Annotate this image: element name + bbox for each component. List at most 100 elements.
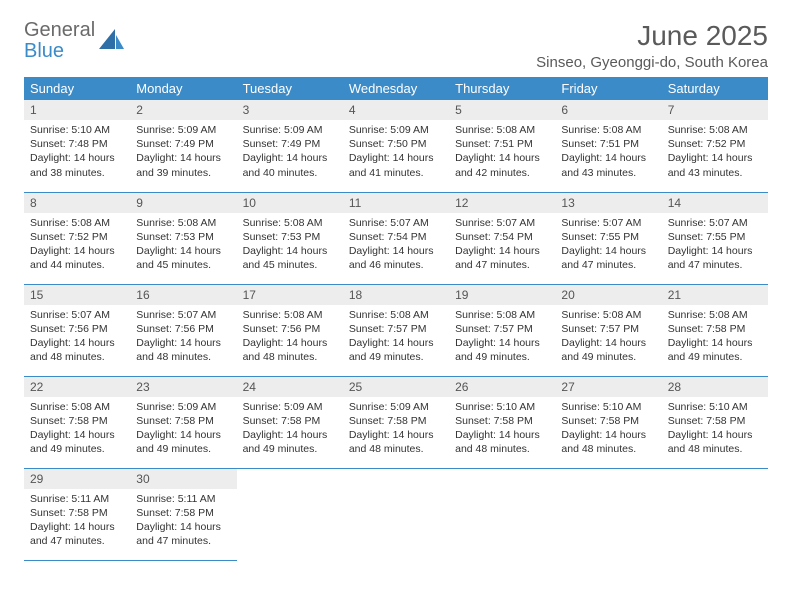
logo-sail-icon (99, 29, 125, 51)
daylight-line: Daylight: 14 hours and 49 minutes. (30, 428, 124, 456)
day-details: Sunrise: 5:08 AMSunset: 7:52 PMDaylight:… (662, 120, 768, 186)
sunrise-line: Sunrise: 5:08 AM (668, 308, 762, 322)
sunset-line: Sunset: 7:58 PM (243, 414, 337, 428)
day-number: 15 (24, 285, 130, 305)
daylight-line: Daylight: 14 hours and 48 minutes. (455, 428, 549, 456)
sunrise-line: Sunrise: 5:08 AM (243, 216, 337, 230)
day-number: 16 (130, 285, 236, 305)
calendar-cell: 17Sunrise: 5:08 AMSunset: 7:56 PMDayligh… (237, 284, 343, 376)
day-details: Sunrise: 5:08 AMSunset: 7:57 PMDaylight:… (555, 305, 661, 371)
weekday-header: Thursday (449, 77, 555, 100)
daylight-line: Daylight: 14 hours and 45 minutes. (243, 244, 337, 272)
sunrise-line: Sunrise: 5:10 AM (561, 400, 655, 414)
weekday-header: Saturday (662, 77, 768, 100)
sunset-line: Sunset: 7:54 PM (455, 230, 549, 244)
sunset-line: Sunset: 7:52 PM (30, 230, 124, 244)
calendar-row: 22Sunrise: 5:08 AMSunset: 7:58 PMDayligh… (24, 376, 768, 468)
calendar-cell: 3Sunrise: 5:09 AMSunset: 7:49 PMDaylight… (237, 100, 343, 192)
day-number: 25 (343, 377, 449, 397)
day-number: 2 (130, 100, 236, 120)
daylight-line: Daylight: 14 hours and 47 minutes. (455, 244, 549, 272)
day-details: Sunrise: 5:09 AMSunset: 7:49 PMDaylight:… (237, 120, 343, 186)
sunset-line: Sunset: 7:48 PM (30, 137, 124, 151)
day-details: Sunrise: 5:07 AMSunset: 7:54 PMDaylight:… (449, 213, 555, 279)
sunset-line: Sunset: 7:49 PM (136, 137, 230, 151)
daylight-line: Daylight: 14 hours and 41 minutes. (349, 151, 443, 179)
day-number: 24 (237, 377, 343, 397)
sunrise-line: Sunrise: 5:08 AM (243, 308, 337, 322)
day-details: Sunrise: 5:10 AMSunset: 7:58 PMDaylight:… (449, 397, 555, 463)
daylight-line: Daylight: 14 hours and 48 minutes. (561, 428, 655, 456)
day-details: Sunrise: 5:07 AMSunset: 7:55 PMDaylight:… (555, 213, 661, 279)
daylight-line: Daylight: 14 hours and 45 minutes. (136, 244, 230, 272)
daylight-line: Daylight: 14 hours and 44 minutes. (30, 244, 124, 272)
day-details: Sunrise: 5:09 AMSunset: 7:58 PMDaylight:… (343, 397, 449, 463)
day-number: 9 (130, 193, 236, 213)
sunrise-line: Sunrise: 5:07 AM (136, 308, 230, 322)
calendar-cell: 5Sunrise: 5:08 AMSunset: 7:51 PMDaylight… (449, 100, 555, 192)
day-details: Sunrise: 5:07 AMSunset: 7:55 PMDaylight:… (662, 213, 768, 279)
sunset-line: Sunset: 7:58 PM (136, 414, 230, 428)
day-number: 4 (343, 100, 449, 120)
calendar-cell (555, 468, 661, 560)
header: General Blue June 2025 Sinseo, Gyeonggi-… (24, 20, 768, 71)
daylight-line: Daylight: 14 hours and 38 minutes. (30, 151, 124, 179)
sunrise-line: Sunrise: 5:08 AM (30, 216, 124, 230)
location-text: Sinseo, Gyeonggi-do, South Korea (536, 54, 768, 71)
day-number: 29 (24, 469, 130, 489)
day-number: 26 (449, 377, 555, 397)
day-number: 21 (662, 285, 768, 305)
day-number: 1 (24, 100, 130, 120)
sunset-line: Sunset: 7:55 PM (561, 230, 655, 244)
day-details: Sunrise: 5:11 AMSunset: 7:58 PMDaylight:… (24, 489, 130, 555)
calendar-cell (662, 468, 768, 560)
sunset-line: Sunset: 7:57 PM (561, 322, 655, 336)
calendar-row: 29Sunrise: 5:11 AMSunset: 7:58 PMDayligh… (24, 468, 768, 560)
day-details: Sunrise: 5:10 AMSunset: 7:58 PMDaylight:… (555, 397, 661, 463)
day-details: Sunrise: 5:08 AMSunset: 7:57 PMDaylight:… (343, 305, 449, 371)
sunrise-line: Sunrise: 5:08 AM (30, 400, 124, 414)
day-number: 11 (343, 193, 449, 213)
month-title: June 2025 (536, 20, 768, 52)
day-number: 18 (343, 285, 449, 305)
daylight-line: Daylight: 14 hours and 49 minutes. (561, 336, 655, 364)
day-number: 20 (555, 285, 661, 305)
calendar-cell: 19Sunrise: 5:08 AMSunset: 7:57 PMDayligh… (449, 284, 555, 376)
sunset-line: Sunset: 7:50 PM (349, 137, 443, 151)
sunrise-line: Sunrise: 5:09 AM (243, 400, 337, 414)
daylight-line: Daylight: 14 hours and 48 minutes. (30, 336, 124, 364)
calendar-cell: 7Sunrise: 5:08 AMSunset: 7:52 PMDaylight… (662, 100, 768, 192)
calendar-row: 1Sunrise: 5:10 AMSunset: 7:48 PMDaylight… (24, 100, 768, 192)
day-details: Sunrise: 5:09 AMSunset: 7:58 PMDaylight:… (237, 397, 343, 463)
sunset-line: Sunset: 7:51 PM (561, 137, 655, 151)
calendar-cell: 13Sunrise: 5:07 AMSunset: 7:55 PMDayligh… (555, 192, 661, 284)
day-number: 19 (449, 285, 555, 305)
weekday-header: Friday (555, 77, 661, 100)
daylight-line: Daylight: 14 hours and 43 minutes. (561, 151, 655, 179)
sunrise-line: Sunrise: 5:07 AM (668, 216, 762, 230)
weekday-header: Wednesday (343, 77, 449, 100)
calendar-cell: 26Sunrise: 5:10 AMSunset: 7:58 PMDayligh… (449, 376, 555, 468)
day-details: Sunrise: 5:10 AMSunset: 7:48 PMDaylight:… (24, 120, 130, 186)
sunset-line: Sunset: 7:57 PM (455, 322, 549, 336)
daylight-line: Daylight: 14 hours and 48 minutes. (668, 428, 762, 456)
calendar-cell: 25Sunrise: 5:09 AMSunset: 7:58 PMDayligh… (343, 376, 449, 468)
day-details: Sunrise: 5:11 AMSunset: 7:58 PMDaylight:… (130, 489, 236, 555)
calendar-cell (237, 468, 343, 560)
daylight-line: Daylight: 14 hours and 49 minutes. (455, 336, 549, 364)
day-details: Sunrise: 5:07 AMSunset: 7:56 PMDaylight:… (130, 305, 236, 371)
calendar-cell: 23Sunrise: 5:09 AMSunset: 7:58 PMDayligh… (130, 376, 236, 468)
calendar-table: Sunday Monday Tuesday Wednesday Thursday… (24, 77, 768, 561)
sunrise-line: Sunrise: 5:10 AM (455, 400, 549, 414)
sunrise-line: Sunrise: 5:09 AM (243, 123, 337, 137)
sunset-line: Sunset: 7:58 PM (561, 414, 655, 428)
calendar-cell: 6Sunrise: 5:08 AMSunset: 7:51 PMDaylight… (555, 100, 661, 192)
calendar-cell (449, 468, 555, 560)
calendar-cell: 1Sunrise: 5:10 AMSunset: 7:48 PMDaylight… (24, 100, 130, 192)
sunrise-line: Sunrise: 5:10 AM (30, 123, 124, 137)
calendar-cell: 11Sunrise: 5:07 AMSunset: 7:54 PMDayligh… (343, 192, 449, 284)
sunset-line: Sunset: 7:58 PM (668, 322, 762, 336)
sunrise-line: Sunrise: 5:09 AM (349, 123, 443, 137)
day-number: 3 (237, 100, 343, 120)
weekday-header-row: Sunday Monday Tuesday Wednesday Thursday… (24, 77, 768, 100)
